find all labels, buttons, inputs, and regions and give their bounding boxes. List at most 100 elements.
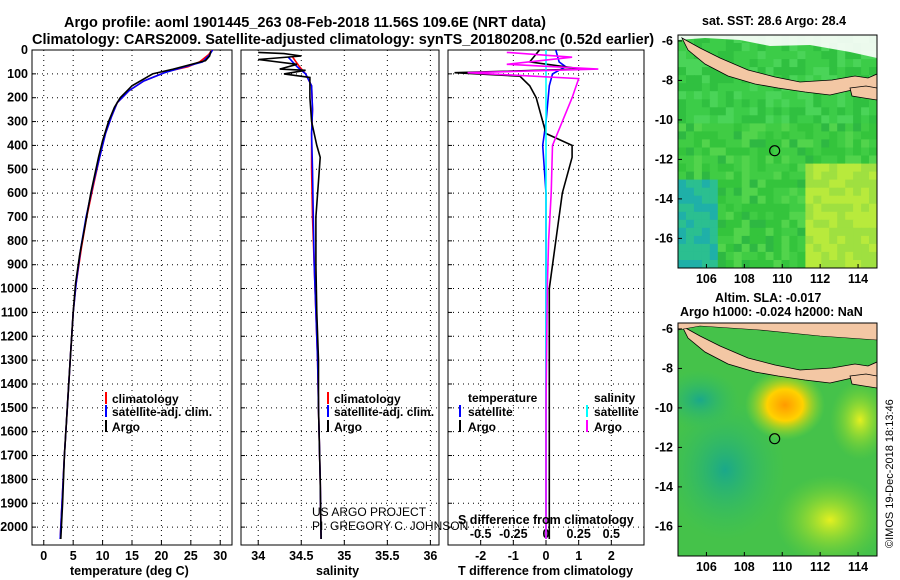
sst-cell xyxy=(733,155,743,165)
sst-argo-marker xyxy=(769,145,781,157)
sst-cell xyxy=(733,211,743,221)
map-lon-label: 114 xyxy=(848,560,868,574)
sst-cell xyxy=(693,115,703,124)
x-tick-label: 2 xyxy=(608,549,615,563)
sst-cell xyxy=(757,123,767,132)
sst-cell xyxy=(853,131,862,140)
sst-cell xyxy=(757,83,767,92)
sst-cell xyxy=(781,211,791,221)
depth-tick-label: 1400 xyxy=(0,377,28,391)
legend-label-argo: Argo xyxy=(112,420,140,434)
sst-cell xyxy=(837,203,846,213)
s-tick-label: 0.5 xyxy=(603,527,620,541)
sst-cell xyxy=(805,163,814,173)
sst-cell xyxy=(773,179,783,189)
sst-cell xyxy=(845,260,854,268)
s-tick-label: -0.25 xyxy=(499,527,528,541)
sst-cell xyxy=(837,187,846,197)
sst-cell xyxy=(717,179,727,189)
map-lat-label: -16 xyxy=(655,519,673,533)
x-tick-label: 34 xyxy=(251,549,265,563)
sst-cell xyxy=(757,131,767,140)
sst-cell xyxy=(837,227,846,237)
sst-cell xyxy=(845,59,854,68)
sst-cell xyxy=(765,51,775,60)
sst-cell xyxy=(845,195,854,205)
sst-cell xyxy=(861,179,870,189)
sst-cell xyxy=(709,219,719,229)
sst-cell xyxy=(709,179,719,189)
sst-cell xyxy=(741,211,751,221)
sst-cell xyxy=(678,251,687,261)
sst-cell xyxy=(678,131,687,140)
depth-tick-label: 1000 xyxy=(0,282,28,296)
sst-cell xyxy=(869,171,877,181)
sst-cell xyxy=(749,211,759,221)
bali-island xyxy=(849,85,877,101)
sst-cell xyxy=(845,163,854,173)
sst-cell xyxy=(717,227,727,237)
sst-cell xyxy=(781,195,791,205)
sst-cell xyxy=(741,83,751,92)
sst-cell xyxy=(765,203,775,213)
sst-cell xyxy=(789,187,798,197)
sst-cell xyxy=(781,99,791,108)
sst-cell xyxy=(693,195,703,205)
sst-cell xyxy=(861,260,870,268)
sst-cell xyxy=(773,91,783,100)
sst-cell xyxy=(717,211,727,221)
sst-cell xyxy=(725,203,735,213)
sst-cell xyxy=(853,115,862,124)
sst-cell xyxy=(821,187,830,197)
x-tick-label: 34.5 xyxy=(289,549,313,563)
legend-label-temp-argo: Argo xyxy=(468,420,496,434)
sst-cell xyxy=(733,107,743,116)
sst-cell xyxy=(861,59,870,68)
sst-cell xyxy=(845,123,854,132)
sst-cell xyxy=(686,59,695,68)
sst-cell xyxy=(741,179,751,189)
sst-cell xyxy=(861,203,870,213)
sst-cell xyxy=(829,51,838,60)
sst-cell xyxy=(813,227,822,237)
sst-cell xyxy=(757,67,767,76)
sst-cell xyxy=(845,67,854,76)
sst-cell xyxy=(837,91,846,100)
sst-cell xyxy=(678,91,687,100)
depth-tick-label: 1500 xyxy=(0,401,28,415)
sst-cell xyxy=(701,171,711,181)
sst-cell xyxy=(678,179,687,189)
sst-cell xyxy=(749,99,759,108)
sst-cell xyxy=(789,211,798,221)
sst-cell xyxy=(829,187,838,197)
sst-cell xyxy=(725,43,735,52)
sst-cell xyxy=(789,131,798,140)
map-lon-label: 114 xyxy=(848,272,868,286)
depth-tick-label: 600 xyxy=(7,186,28,200)
sst-cell xyxy=(749,187,759,197)
sst-cell xyxy=(709,131,719,140)
sst-cell xyxy=(845,139,854,148)
sst-cell xyxy=(773,123,783,132)
sst-cell xyxy=(861,123,870,132)
sst-cell xyxy=(749,155,759,165)
sst-cell xyxy=(765,195,775,205)
sst-cell xyxy=(773,219,783,229)
sst-cell xyxy=(869,243,877,253)
sst-cell xyxy=(781,123,791,132)
sst-cell xyxy=(725,219,735,229)
sst-cell xyxy=(678,260,687,268)
sst-cell xyxy=(733,171,743,181)
sst-cell xyxy=(749,251,759,261)
sst-cell xyxy=(678,51,687,60)
sst-cell xyxy=(733,139,743,148)
sst-cell xyxy=(773,51,783,60)
sst-cell xyxy=(749,203,759,213)
map-lon-label: 106 xyxy=(696,560,717,574)
sst-cell xyxy=(861,115,870,124)
sst-cell xyxy=(837,171,846,181)
sst-cell xyxy=(773,139,783,148)
sst-cell xyxy=(693,187,703,197)
sst-cell xyxy=(678,187,687,197)
sst-cell xyxy=(813,211,822,221)
